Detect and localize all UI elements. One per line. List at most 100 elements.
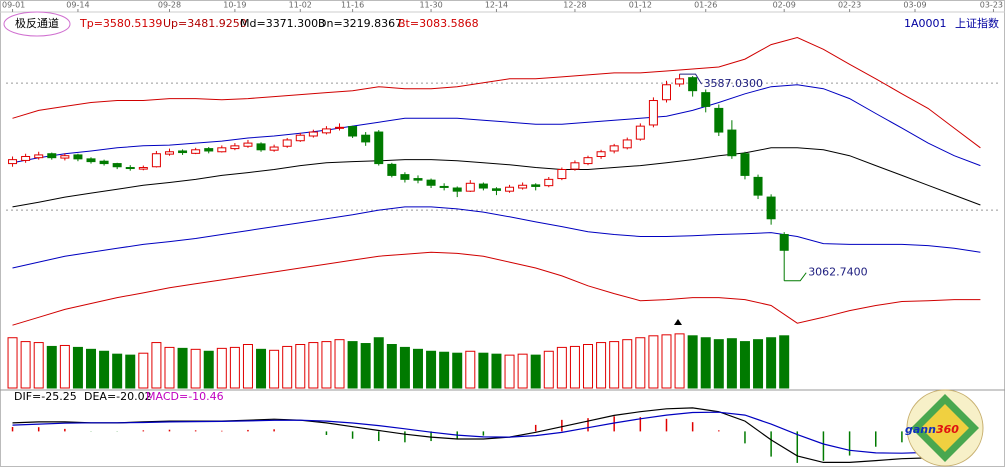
volume-bar	[99, 350, 110, 389]
candle-body	[544, 178, 554, 187]
candle-body	[452, 187, 462, 192]
candle-body	[426, 179, 436, 186]
symbol-name: 上证指数	[955, 16, 999, 30]
x-tick-label: 02-23	[838, 1, 861, 10]
macd-line	[12, 411, 929, 454]
volume-bar	[622, 339, 633, 389]
candle-body	[531, 184, 541, 187]
candle-body	[125, 167, 135, 170]
candle-body	[374, 131, 384, 165]
volume-bar	[20, 341, 31, 389]
volume-bar	[347, 341, 358, 389]
volume-bar	[256, 348, 267, 389]
candle-body	[73, 154, 83, 160]
volume-bar	[661, 334, 672, 389]
volume-bar	[648, 335, 659, 389]
volume-bar	[726, 338, 737, 389]
volume-bar	[439, 351, 450, 389]
candle-body	[178, 150, 188, 154]
channel-line	[12, 36, 981, 149]
volume-bar	[596, 342, 607, 389]
candle-body	[400, 174, 410, 180]
candle-body	[361, 134, 371, 143]
symbol-code: 1A0001	[904, 17, 947, 30]
volume-bar	[269, 349, 280, 389]
candle-body	[505, 186, 515, 192]
candle-body	[766, 196, 776, 220]
candle-body	[661, 84, 671, 101]
volume-bar	[151, 342, 162, 389]
volume-bar	[7, 337, 18, 389]
volume-bar	[216, 347, 227, 389]
volume-bar	[478, 352, 489, 389]
volume-bar	[465, 350, 476, 389]
x-tick-label: 09-28	[158, 1, 181, 10]
volume-bar	[609, 341, 620, 389]
candle-body	[112, 163, 122, 168]
volume-bar	[412, 348, 423, 389]
volume-bar	[360, 343, 371, 389]
candle-body	[779, 234, 789, 251]
candle-body	[47, 153, 57, 159]
volume-bar	[33, 342, 44, 389]
annotation-leader	[784, 272, 807, 282]
volume-bar	[517, 353, 528, 389]
x-tick-label: 11-02	[289, 1, 312, 10]
candle-body	[21, 155, 31, 161]
volume-bar	[190, 348, 201, 389]
candle-body	[478, 183, 488, 189]
candle-body	[701, 92, 711, 107]
annotation-label: 3062.7400	[808, 266, 868, 279]
candle-body	[8, 159, 18, 165]
annotation-leader	[679, 73, 702, 85]
volume-bar	[426, 350, 437, 389]
candle-body	[596, 151, 606, 157]
volume-bar	[86, 348, 97, 389]
indicator-label: Up=3481.9250	[163, 17, 247, 30]
candle-body	[465, 182, 475, 192]
volume-bar	[177, 347, 188, 389]
volume-bar	[700, 337, 711, 389]
volume-bar	[125, 354, 136, 389]
indicator-value: DEA=-20.02	[84, 390, 152, 403]
volume-bar	[674, 333, 685, 389]
volume-bar	[138, 352, 149, 389]
candle-body	[282, 139, 292, 147]
candle-body	[256, 143, 266, 151]
volume-bar	[452, 352, 463, 389]
chart-title: 极反通道	[15, 16, 59, 30]
x-tick-label: 12-28	[563, 1, 586, 10]
candle-body	[164, 151, 174, 155]
candle-body	[217, 147, 227, 153]
volume-bar	[321, 341, 332, 389]
indicator-label: Tp=3580.5139	[79, 17, 162, 30]
candle-body	[635, 125, 645, 140]
title-ring	[3, 11, 71, 37]
candle-body	[204, 148, 214, 152]
x-tick-label: 03-23	[980, 1, 1003, 10]
volume-bar	[164, 346, 175, 389]
volume-bar	[766, 337, 777, 389]
x-tick-label: 09-01	[2, 1, 25, 10]
candle-body	[557, 168, 567, 180]
candle-body	[269, 146, 279, 151]
volume-bar	[386, 344, 397, 389]
channel-line	[12, 251, 981, 326]
volume-bar	[203, 350, 214, 389]
logo-number: 360	[936, 423, 959, 436]
candle-body	[335, 126, 345, 129]
indicator-label: Bt=3083.5868	[398, 17, 479, 30]
volume-bar	[373, 337, 384, 389]
volume-bar	[46, 345, 57, 389]
indicator-value: DIF=-25.25	[14, 390, 77, 403]
volume-bar	[753, 339, 764, 389]
volume-bar	[334, 339, 345, 389]
candle-body	[609, 145, 619, 152]
candle-body	[714, 107, 724, 133]
candle-body	[308, 131, 318, 137]
channel-line	[12, 147, 981, 208]
volume-bar	[229, 346, 240, 389]
candle-body	[583, 157, 593, 165]
